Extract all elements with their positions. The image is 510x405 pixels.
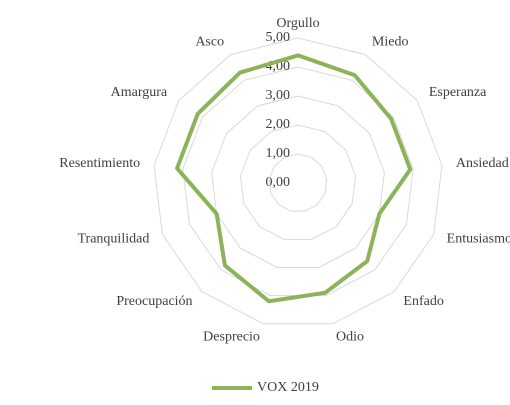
category-label: Esperanza bbox=[429, 85, 487, 100]
y-tick-label: 0,00 bbox=[266, 175, 291, 190]
category-label: Entusiasmo bbox=[447, 232, 510, 247]
category-label: Resentimiento bbox=[59, 156, 140, 171]
y-tick-label: 3,00 bbox=[266, 88, 291, 103]
legend-label: VOX 2019 bbox=[257, 380, 319, 395]
y-tick-label: 2,00 bbox=[266, 117, 291, 132]
grid-line bbox=[239, 124, 357, 240]
radar-line bbox=[175, 53, 413, 304]
category-label: Enfado bbox=[403, 294, 443, 309]
grid-line bbox=[268, 153, 328, 212]
category-label: Orgullo bbox=[276, 16, 319, 31]
y-tick-label: 1,00 bbox=[266, 146, 291, 161]
category-label: Amargura bbox=[111, 85, 168, 100]
category-label: Tranquilidad bbox=[78, 232, 150, 247]
category-label: Miedo bbox=[372, 34, 409, 49]
category-label: Desprecio bbox=[203, 330, 260, 345]
category-label: Preocupación bbox=[116, 294, 192, 309]
category-label: Ansiedad bbox=[456, 156, 509, 171]
grid-line bbox=[211, 95, 385, 268]
category-label: Odio bbox=[336, 330, 364, 345]
category-label: Asco bbox=[195, 34, 224, 49]
y-tick-label: 5,00 bbox=[266, 30, 291, 45]
grid-line bbox=[153, 37, 443, 325]
